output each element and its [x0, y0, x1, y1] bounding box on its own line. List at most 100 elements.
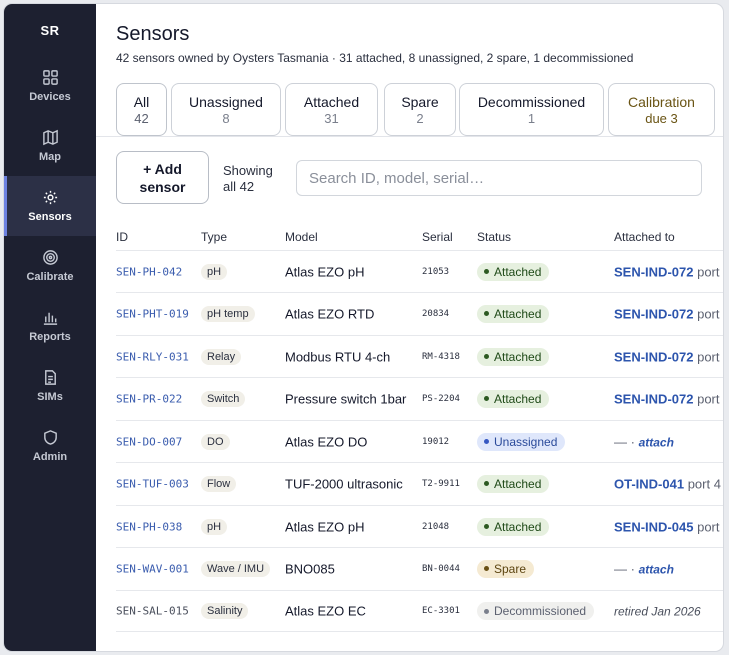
device-link[interactable]: SEN-IND-072	[614, 306, 694, 321]
status-dot	[484, 608, 489, 614]
model-cell: Atlas EZO DO	[285, 434, 368, 449]
column-header-serial[interactable]: Serial	[422, 230, 453, 244]
tab-label-line2: due	[645, 110, 667, 126]
status-dot	[484, 311, 489, 316]
attach-link[interactable]: attach	[638, 435, 674, 449]
column-header-id[interactable]: ID	[116, 230, 128, 244]
sensor-id-link[interactable]: SEN-WAV-001	[116, 562, 189, 575]
model-cell: Atlas EZO EC	[285, 603, 366, 619]
model-cell: Atlas EZO RTD	[285, 306, 375, 321]
sensor-id-link[interactable]: SEN-PH-038	[116, 520, 183, 533]
empty-dash: — ·	[614, 561, 635, 576]
sidebar-item-calibrate[interactable]: Calibrate	[4, 236, 96, 296]
sidebar-item-sensors[interactable]: Sensors	[4, 176, 96, 236]
sidebar-item-admin[interactable]: Admin	[4, 416, 96, 476]
serial-cell: PS-2204	[422, 393, 460, 404]
table-row[interactable]: SEN-PHT-019 pH temp Atlas EZO RTD 20834 …	[116, 292, 723, 334]
sensor-id-link[interactable]: SEN-PHT-019	[116, 307, 189, 320]
model-cell: Atlas EZO pH	[285, 519, 365, 534]
grid-icon	[42, 70, 58, 85]
sensor-id-link[interactable]: SEN-DO-007	[116, 435, 183, 448]
serial-cell: RM-4318	[422, 351, 460, 362]
model-cell: Pressure switch 1bar	[285, 391, 407, 406]
tab-attached[interactable]: Attached 31	[285, 83, 378, 136]
app-window: SR Devices Map Sensors Calibrate Reports…	[4, 4, 723, 651]
add-sensor-button[interactable]: + Add sensor	[116, 151, 209, 204]
sensor-id-link[interactable]: SEN-PR-022	[116, 392, 183, 405]
column-header-attached-to[interactable]: Attached to	[614, 230, 675, 244]
sidebar-item-label: Admin	[32, 451, 68, 463]
tab-count: 8	[222, 110, 230, 126]
table-row[interactable]: SEN-WAV-001 Wave / IMU BNO085 BN-0044 Sp…	[116, 547, 723, 589]
sensor-id-link[interactable]: SEN-RLY-031	[116, 350, 189, 363]
tab-count: 2	[416, 110, 424, 126]
status-badge: Unassigned	[477, 432, 566, 451]
status-badge: Spare	[477, 559, 535, 578]
sensor-id-link[interactable]: SEN-PH-042	[116, 265, 183, 278]
tab-unassigned[interactable]: Unassigned 8	[171, 83, 281, 136]
type-badge: Wave / IMU	[201, 560, 271, 577]
serial-cell: 21053	[422, 266, 450, 277]
type-badge: DO	[201, 433, 230, 450]
serial-cell: EC-3301	[422, 606, 460, 616]
serial-cell: 19012	[422, 436, 450, 447]
attached-cell: SEN-IND-072 port	[614, 349, 720, 364]
map-icon	[42, 129, 58, 146]
result-count: Showing all 42	[223, 163, 285, 195]
result-count-line1: Showing	[223, 163, 273, 178]
device-link[interactable]: SEN-IND-045	[614, 519, 694, 534]
sensor-id-link[interactable]: SEN-TUF-003	[116, 477, 189, 490]
sidebar-item-label: SIMs	[37, 391, 63, 403]
sensor-id-link[interactable]: SEN-SAL-015	[116, 604, 189, 618]
table-row[interactable]: SEN-PH-038 pH Atlas EZO pH 21048 Attache…	[116, 505, 723, 547]
sidebar-item-label: Reports	[29, 331, 71, 343]
table-row[interactable]: SEN-TUF-003 Flow TUF-2000 ultrasonic T2-…	[116, 462, 723, 504]
retired-note: retired Jan 2026	[614, 604, 701, 619]
sidebar-item-sims[interactable]: SIMs	[4, 356, 96, 416]
table-row[interactable]: SEN-PH-042 pH Atlas EZO pH 21053 Attache…	[116, 250, 723, 292]
model-cell: Atlas EZO pH	[285, 264, 365, 279]
brand-logo[interactable]: SR	[40, 22, 60, 38]
device-link[interactable]: SEN-IND-072	[614, 349, 694, 364]
status-badge: Attached	[477, 389, 550, 408]
attached-cell: — · attach	[614, 561, 674, 576]
add-button-label-1: + Add	[143, 160, 182, 177]
column-header-type[interactable]: Type	[201, 230, 228, 244]
serial-cell: 21048	[422, 521, 450, 532]
table-row[interactable]: SEN-RLY-031 Relay Modbus RTU 4-ch RM-431…	[116, 335, 723, 377]
status-label: Unassigned	[494, 434, 558, 449]
port-label: port 4	[687, 476, 721, 491]
search-input[interactable]	[296, 160, 702, 196]
device-link[interactable]: SEN-IND-072	[614, 391, 694, 406]
status-badge: Attached	[477, 517, 550, 536]
tab-all[interactable]: All 42	[116, 83, 167, 136]
device-link[interactable]: OT-IND-041	[614, 476, 685, 491]
sidebar: SR Devices Map Sensors Calibrate Reports…	[4, 4, 96, 651]
device-link[interactable]: SEN-IND-072	[614, 264, 694, 279]
model-cell: BNO085	[285, 561, 335, 576]
port-label: port	[697, 519, 720, 534]
status-label: Attached	[494, 391, 542, 406]
table-row[interactable]: SEN-SAL-015 Salinity Atlas EZO EC EC-330…	[116, 590, 723, 632]
sidebar-item-devices[interactable]: Devices	[4, 56, 96, 116]
status-dot	[484, 354, 489, 359]
attached-cell: SEN-IND-072 port	[614, 306, 720, 321]
tab-decommissioned[interactable]: Decommissioned 1	[459, 83, 604, 136]
table-row[interactable]: SEN-DO-007 DO Atlas EZO DO 19012 Unassig…	[116, 420, 723, 462]
tab-spare[interactable]: Spare 2	[384, 83, 456, 136]
tab-label: Unassigned	[189, 93, 263, 110]
table-row[interactable]: SEN-PR-022 Switch Pressure switch 1bar P…	[116, 377, 723, 419]
sidebar-item-reports[interactable]: Reports	[4, 296, 96, 356]
column-header-model[interactable]: Model	[285, 230, 318, 244]
tab-calibration-due[interactable]: Calibration due 3	[608, 83, 715, 136]
status-label: Attached	[494, 264, 542, 279]
attach-link[interactable]: attach	[638, 562, 674, 576]
sidebar-item-map[interactable]: Map	[4, 116, 96, 176]
result-count-line2: all 42	[223, 179, 255, 194]
status-dot	[484, 481, 489, 486]
type-badge: pH	[201, 263, 228, 280]
sidebar-item-label: Devices	[29, 91, 71, 103]
column-header-status[interactable]: Status	[477, 230, 512, 244]
attached-cell: retired Jan 2026	[614, 604, 701, 619]
tab-count: 42	[134, 110, 149, 126]
